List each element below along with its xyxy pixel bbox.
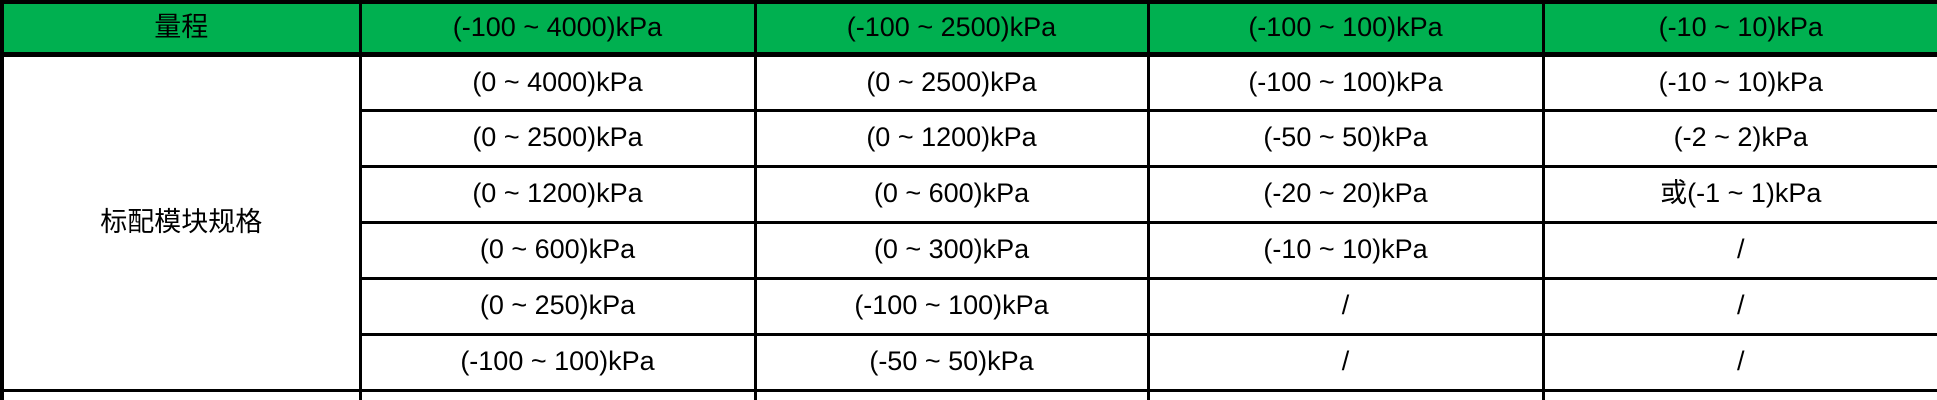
column-header-range: 量程 — [0, 0, 362, 57]
table-cell: (0 ~ 600)kPa — [358, 220, 757, 280]
table-cell-cutoff — [1146, 388, 1545, 400]
column-header-range-100: (-100 ~ 100)kPa — [1146, 0, 1545, 57]
table-cell: (0 ~ 2500)kPa — [753, 52, 1150, 112]
table-cell: (0 ~ 2500)kPa — [358, 108, 757, 168]
table-row: 标配模块规格 (0 ~ 4000)kPa (0 ~ 2500)kPa (-100… — [0, 52, 1937, 392]
table-cell-cutoff — [0, 388, 362, 400]
column-header-range-4000: (-100 ~ 4000)kPa — [358, 0, 757, 57]
table-cell: (-50 ~ 50)kPa — [1146, 108, 1545, 168]
table-cell: / — [1146, 276, 1545, 336]
table-cell: (-2 ~ 2)kPa — [1541, 108, 1937, 168]
table-row: (0 ~ 250)kPa (-100 ~ 100)kPa / / — [2, 276, 1937, 336]
table-cell: (-20 ~ 20)kPa — [1146, 164, 1545, 224]
table-row: (0 ~ 600)kPa (0 ~ 300)kPa (-10 ~ 10)kPa … — [2, 220, 1937, 280]
table-cell: (0 ~ 600)kPa — [753, 164, 1150, 224]
table-cell: (-10 ~ 10)kPa — [1541, 52, 1937, 112]
table-row: (0 ~ 1200)kPa (0 ~ 600)kPa (-20 ~ 20)kPa… — [2, 164, 1937, 224]
table-row: (-100 ~ 100)kPa (-50 ~ 50)kPa / / — [2, 332, 1937, 392]
table-cell: / — [1146, 332, 1545, 392]
table-cell-cutoff — [358, 388, 757, 400]
row-group-label: 标配模块规格 — [0, 52, 362, 392]
table-cell: / — [1541, 276, 1937, 336]
table-cell: (0 ~ 1200)kPa — [753, 108, 1150, 168]
table-cell-cutoff — [753, 388, 1150, 400]
table-cell: (0 ~ 250)kPa — [358, 276, 757, 336]
table-cell: / — [1541, 332, 1937, 392]
table-cell: (-100 ~ 100)kPa — [753, 276, 1150, 336]
column-header-range-2500: (-100 ~ 2500)kPa — [753, 0, 1150, 57]
table-cell: (0 ~ 4000)kPa — [358, 52, 757, 112]
table-cell: 或(-1 ~ 1)kPa — [1541, 164, 1937, 224]
table-cell: (0 ~ 1200)kPa — [358, 164, 757, 224]
table-cell-cutoff — [1541, 388, 1937, 400]
table-cell: (-100 ~ 100)kPa — [358, 332, 757, 392]
header-row: 量程 (-100 ~ 4000)kPa (-100 ~ 2500)kPa (-1… — [0, 0, 1937, 57]
table-cell: (0 ~ 300)kPa — [753, 220, 1150, 280]
table-row-cutoff — [0, 388, 1937, 400]
column-header-range-10: (-10 ~ 10)kPa — [1541, 0, 1937, 57]
table-row: (0 ~ 2500)kPa (0 ~ 1200)kPa (-50 ~ 50)kP… — [2, 108, 1937, 168]
table-cell: (-50 ~ 50)kPa — [753, 332, 1150, 392]
table-cell: (-100 ~ 100)kPa — [1146, 52, 1545, 112]
table-cell: / — [1541, 220, 1937, 280]
table-cell: (-10 ~ 10)kPa — [1146, 220, 1545, 280]
